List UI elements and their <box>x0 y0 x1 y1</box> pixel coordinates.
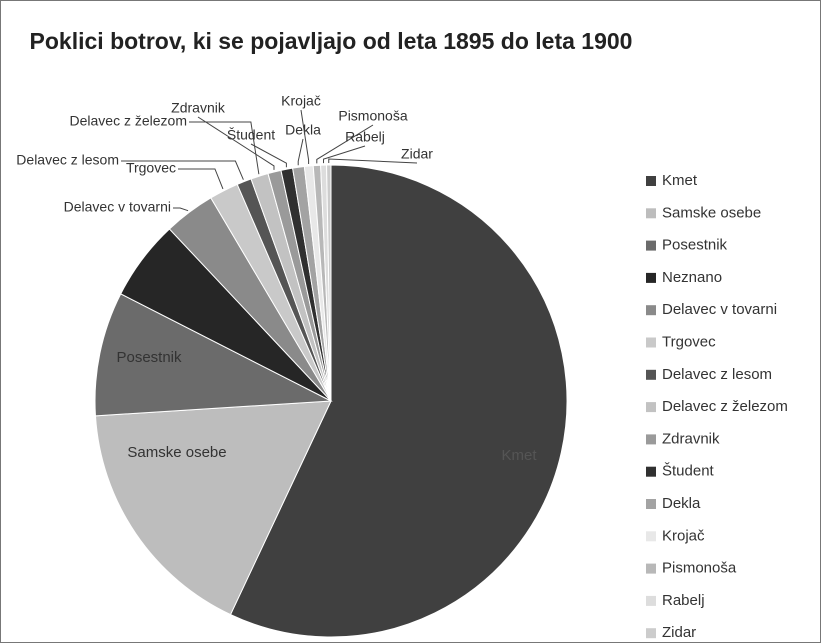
legend-label: Rabelj <box>662 592 705 609</box>
leader-line <box>297 138 304 166</box>
legend-label: Kmet <box>662 172 698 189</box>
leader-line <box>197 116 275 170</box>
legend-swatch <box>646 531 656 542</box>
slice-label: Rabelj <box>345 129 385 145</box>
legend-label: Delavec z lesom <box>662 366 772 383</box>
leader-line <box>178 168 224 190</box>
legend-label: Krojač <box>662 527 705 544</box>
slice-label: Samske osebe <box>127 444 226 461</box>
legend-label: Dekla <box>662 495 701 512</box>
leader-line <box>189 121 260 175</box>
leader-line <box>316 124 374 164</box>
legend-label: Delavec v tovarni <box>662 301 777 318</box>
legend-swatch <box>646 176 656 186</box>
legend-label: Zidar <box>662 624 696 641</box>
slice-label: Dekla <box>285 122 321 138</box>
legend-label: Posestnik <box>662 237 728 254</box>
leader-line <box>323 145 366 164</box>
leader-line <box>121 160 244 180</box>
slice-label: Delavec z železom <box>70 113 188 129</box>
pie-slice <box>94 293 333 417</box>
legend-label: Pismonoša <box>662 560 737 577</box>
pie-slice <box>326 164 332 402</box>
legend-swatch <box>646 305 656 316</box>
leader-line <box>250 143 287 168</box>
slice-label: Pismonoša <box>338 108 407 124</box>
legend-label: Zdravnik <box>662 430 720 447</box>
slice-label: Zidar <box>401 146 433 162</box>
leader-line <box>300 109 310 165</box>
legend-swatch <box>646 337 656 348</box>
slice-label: Krojač <box>281 93 321 109</box>
slice-label: Študent <box>227 127 275 143</box>
legend-label: Študent <box>662 463 715 480</box>
slice-label: Zdravnik <box>171 100 226 116</box>
pie-slice <box>94 400 332 616</box>
slice-label: Posestnik <box>116 349 182 366</box>
legend-swatch <box>646 208 656 219</box>
legend-swatch <box>646 499 656 509</box>
legend-swatch <box>646 466 656 477</box>
legend-swatch <box>646 369 656 380</box>
legend-label: Neznano <box>662 269 722 286</box>
legend-swatch <box>646 563 656 574</box>
legend-label: Trgovec <box>662 333 716 350</box>
leader-line <box>173 207 189 212</box>
chart-title: Poklici botrov, ki se pojavljajo od leta… <box>29 28 633 54</box>
legend-swatch <box>646 240 656 251</box>
slice-label: Delavec z lesom <box>16 152 119 168</box>
legend-swatch <box>646 628 656 639</box>
legend-swatch <box>646 402 656 413</box>
legend-swatch <box>646 434 656 445</box>
legend-label: Delavec z železom <box>662 398 788 415</box>
slice-label: Delavec v tovarni <box>64 199 171 215</box>
legend-swatch <box>646 272 656 283</box>
legend-swatch <box>646 595 656 606</box>
pie-slice <box>229 164 568 638</box>
slice-label: Trgovec <box>126 160 176 176</box>
leader-line <box>328 158 418 164</box>
slice-label: Kmet <box>501 447 537 464</box>
legend-label: Samske osebe <box>662 204 761 221</box>
